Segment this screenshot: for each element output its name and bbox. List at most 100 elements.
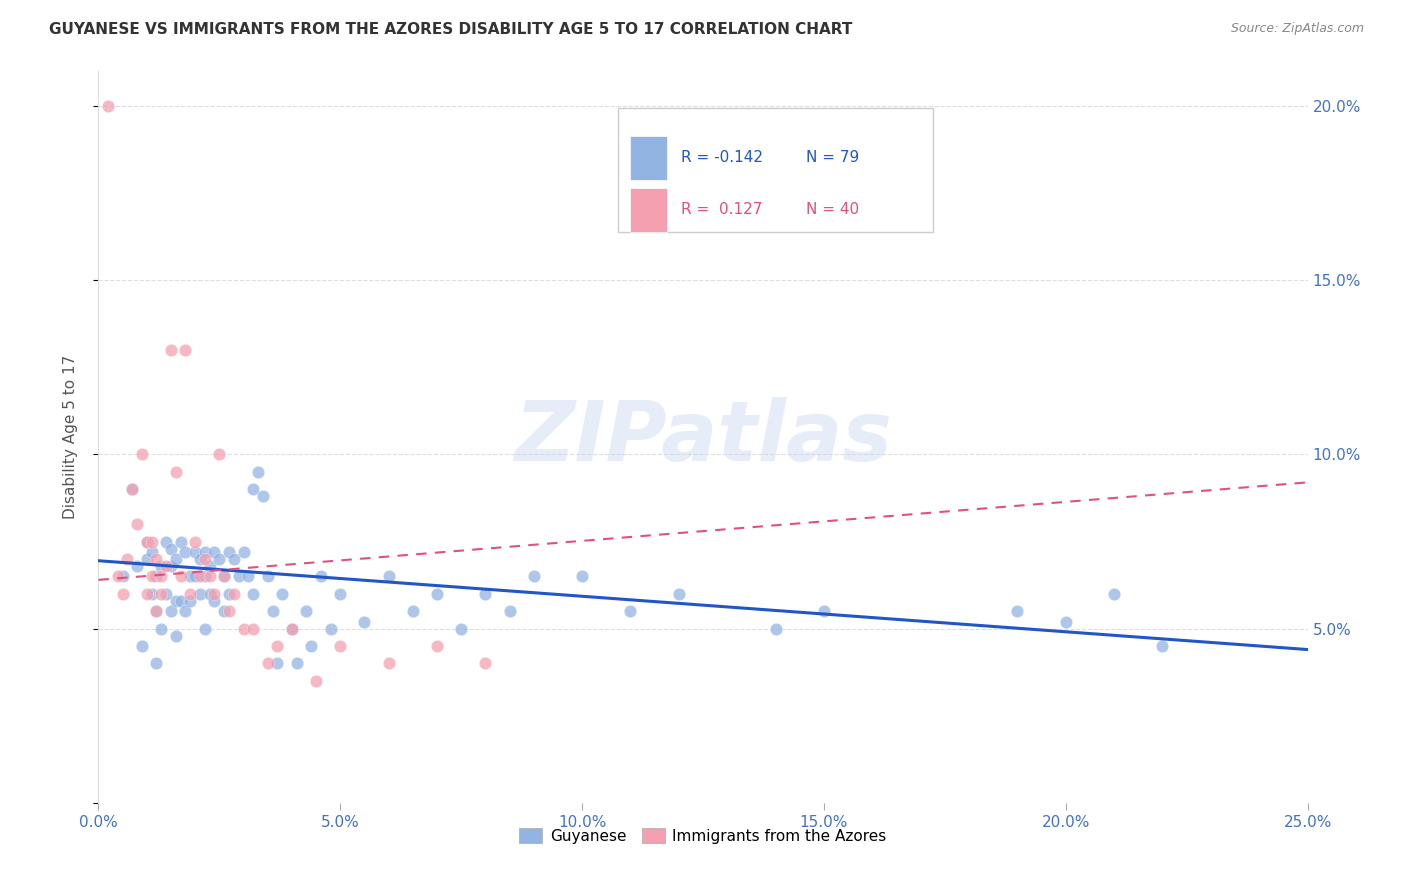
Point bbox=[194, 552, 217, 566]
Point bbox=[309, 569, 332, 583]
Point bbox=[1152, 639, 1174, 653]
Point bbox=[212, 569, 235, 583]
Point bbox=[135, 534, 157, 549]
Point bbox=[1054, 615, 1077, 629]
Point bbox=[135, 552, 157, 566]
Point bbox=[165, 629, 187, 643]
Point bbox=[165, 552, 187, 566]
Point bbox=[160, 343, 183, 357]
Point bbox=[256, 569, 278, 583]
Point bbox=[131, 448, 153, 462]
Point bbox=[127, 558, 149, 573]
Point bbox=[121, 483, 143, 497]
Point bbox=[329, 639, 352, 653]
Point bbox=[188, 569, 211, 583]
Point bbox=[169, 534, 191, 549]
Point bbox=[204, 594, 226, 608]
Point bbox=[295, 604, 318, 618]
Text: ZIPatlas: ZIPatlas bbox=[515, 397, 891, 477]
Point bbox=[256, 657, 278, 671]
Point bbox=[145, 569, 167, 583]
Point bbox=[619, 604, 641, 618]
Point bbox=[198, 587, 221, 601]
Point bbox=[194, 622, 217, 636]
Point bbox=[198, 558, 221, 573]
Point bbox=[111, 569, 134, 583]
Point bbox=[242, 483, 264, 497]
Point bbox=[222, 552, 245, 566]
Point bbox=[222, 587, 245, 601]
Text: N = 79: N = 79 bbox=[806, 150, 859, 165]
Point bbox=[155, 534, 177, 549]
Point bbox=[107, 569, 129, 583]
Point bbox=[271, 587, 294, 601]
Point bbox=[377, 657, 399, 671]
Point bbox=[212, 604, 235, 618]
Point bbox=[184, 545, 207, 559]
Text: GUYANESE VS IMMIGRANTS FROM THE AZORES DISABILITY AGE 5 TO 17 CORRELATION CHART: GUYANESE VS IMMIGRANTS FROM THE AZORES D… bbox=[49, 22, 852, 37]
Point bbox=[135, 587, 157, 601]
Point bbox=[242, 622, 264, 636]
Point bbox=[523, 569, 546, 583]
Point bbox=[218, 587, 240, 601]
Point bbox=[232, 545, 254, 559]
Point bbox=[127, 517, 149, 532]
Text: R = -0.142: R = -0.142 bbox=[682, 150, 763, 165]
Y-axis label: Disability Age 5 to 17: Disability Age 5 to 17 bbox=[63, 355, 77, 519]
Point bbox=[218, 604, 240, 618]
Point bbox=[208, 448, 231, 462]
Point bbox=[299, 639, 322, 653]
Point bbox=[204, 587, 226, 601]
Point bbox=[155, 558, 177, 573]
FancyBboxPatch shape bbox=[630, 136, 666, 179]
Point bbox=[498, 604, 520, 618]
Text: N = 40: N = 40 bbox=[806, 202, 859, 218]
Point bbox=[281, 622, 304, 636]
Point bbox=[145, 604, 167, 618]
Point bbox=[150, 558, 173, 573]
Legend: Guyanese, Immigrants from the Azores: Guyanese, Immigrants from the Azores bbox=[513, 822, 893, 850]
Point bbox=[145, 604, 167, 618]
FancyBboxPatch shape bbox=[630, 188, 666, 232]
Point bbox=[131, 639, 153, 653]
Point bbox=[266, 639, 288, 653]
Point bbox=[188, 552, 211, 566]
Point bbox=[765, 622, 787, 636]
Point bbox=[184, 569, 207, 583]
Point bbox=[232, 622, 254, 636]
Point bbox=[174, 545, 197, 559]
Point bbox=[155, 587, 177, 601]
Point bbox=[121, 483, 143, 497]
Point bbox=[150, 569, 173, 583]
Point bbox=[141, 534, 163, 549]
Point bbox=[117, 552, 139, 566]
Point bbox=[571, 569, 593, 583]
Point bbox=[218, 545, 240, 559]
Point bbox=[135, 534, 157, 549]
Point bbox=[179, 587, 201, 601]
Point bbox=[141, 569, 163, 583]
Point bbox=[111, 587, 134, 601]
Point bbox=[145, 657, 167, 671]
Point bbox=[194, 569, 217, 583]
Point bbox=[377, 569, 399, 583]
Point bbox=[198, 569, 221, 583]
Point bbox=[160, 541, 183, 556]
Point bbox=[285, 657, 308, 671]
Point bbox=[179, 594, 201, 608]
Point bbox=[1102, 587, 1125, 601]
Point bbox=[1007, 604, 1029, 618]
Point bbox=[668, 587, 690, 601]
Point bbox=[204, 545, 226, 559]
Point bbox=[141, 545, 163, 559]
Point bbox=[426, 587, 449, 601]
Point bbox=[319, 622, 342, 636]
Point bbox=[174, 604, 197, 618]
Point bbox=[252, 489, 274, 503]
Point bbox=[141, 587, 163, 601]
Text: R =  0.127: R = 0.127 bbox=[682, 202, 762, 218]
Point bbox=[262, 604, 284, 618]
Text: Source: ZipAtlas.com: Source: ZipAtlas.com bbox=[1230, 22, 1364, 36]
Point bbox=[194, 545, 217, 559]
FancyBboxPatch shape bbox=[619, 108, 932, 232]
